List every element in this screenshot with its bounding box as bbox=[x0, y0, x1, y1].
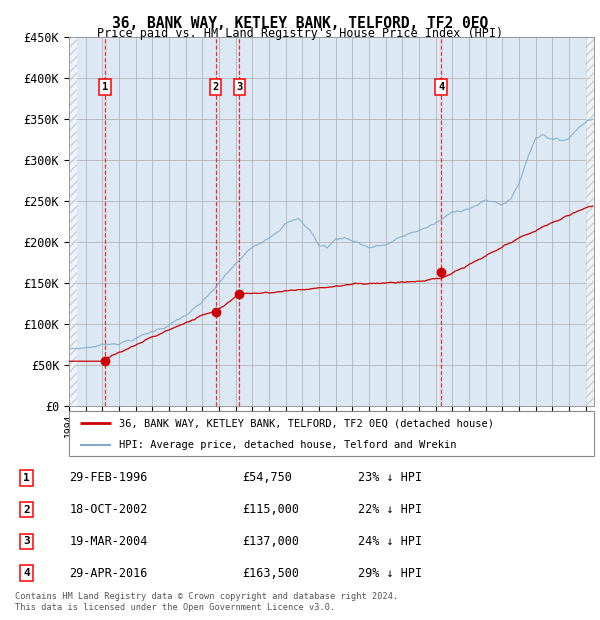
Text: 36, BANK WAY, KETLEY BANK, TELFORD, TF2 0EQ (detached house): 36, BANK WAY, KETLEY BANK, TELFORD, TF2 … bbox=[119, 418, 494, 428]
Text: 23% ↓ HPI: 23% ↓ HPI bbox=[358, 471, 422, 484]
FancyBboxPatch shape bbox=[69, 411, 594, 456]
Text: 19-MAR-2004: 19-MAR-2004 bbox=[70, 535, 148, 548]
Text: 29-APR-2016: 29-APR-2016 bbox=[70, 567, 148, 580]
Text: 24% ↓ HPI: 24% ↓ HPI bbox=[358, 535, 422, 548]
Text: £163,500: £163,500 bbox=[242, 567, 299, 580]
Text: 4: 4 bbox=[23, 568, 30, 578]
Bar bbox=[586, 37, 594, 406]
Text: £54,750: £54,750 bbox=[242, 471, 292, 484]
Text: 36, BANK WAY, KETLEY BANK, TELFORD, TF2 0EQ: 36, BANK WAY, KETLEY BANK, TELFORD, TF2 … bbox=[112, 16, 488, 30]
Text: 4: 4 bbox=[438, 82, 444, 92]
Text: 2: 2 bbox=[212, 82, 219, 92]
Text: £115,000: £115,000 bbox=[242, 503, 299, 516]
Text: £137,000: £137,000 bbox=[242, 535, 299, 548]
Text: 2: 2 bbox=[23, 505, 30, 515]
Text: HPI: Average price, detached house, Telford and Wrekin: HPI: Average price, detached house, Telf… bbox=[119, 440, 457, 451]
Text: 29% ↓ HPI: 29% ↓ HPI bbox=[358, 567, 422, 580]
Text: 22% ↓ HPI: 22% ↓ HPI bbox=[358, 503, 422, 516]
Bar bbox=[69, 37, 77, 406]
Text: 18-OCT-2002: 18-OCT-2002 bbox=[70, 503, 148, 516]
Text: Price paid vs. HM Land Registry's House Price Index (HPI): Price paid vs. HM Land Registry's House … bbox=[97, 27, 503, 40]
Text: 1: 1 bbox=[102, 82, 108, 92]
Text: Contains HM Land Registry data © Crown copyright and database right 2024.
This d: Contains HM Land Registry data © Crown c… bbox=[15, 592, 398, 611]
Text: 29-FEB-1996: 29-FEB-1996 bbox=[70, 471, 148, 484]
Text: 3: 3 bbox=[23, 536, 30, 546]
Text: 3: 3 bbox=[236, 82, 242, 92]
Text: 1: 1 bbox=[23, 473, 30, 483]
